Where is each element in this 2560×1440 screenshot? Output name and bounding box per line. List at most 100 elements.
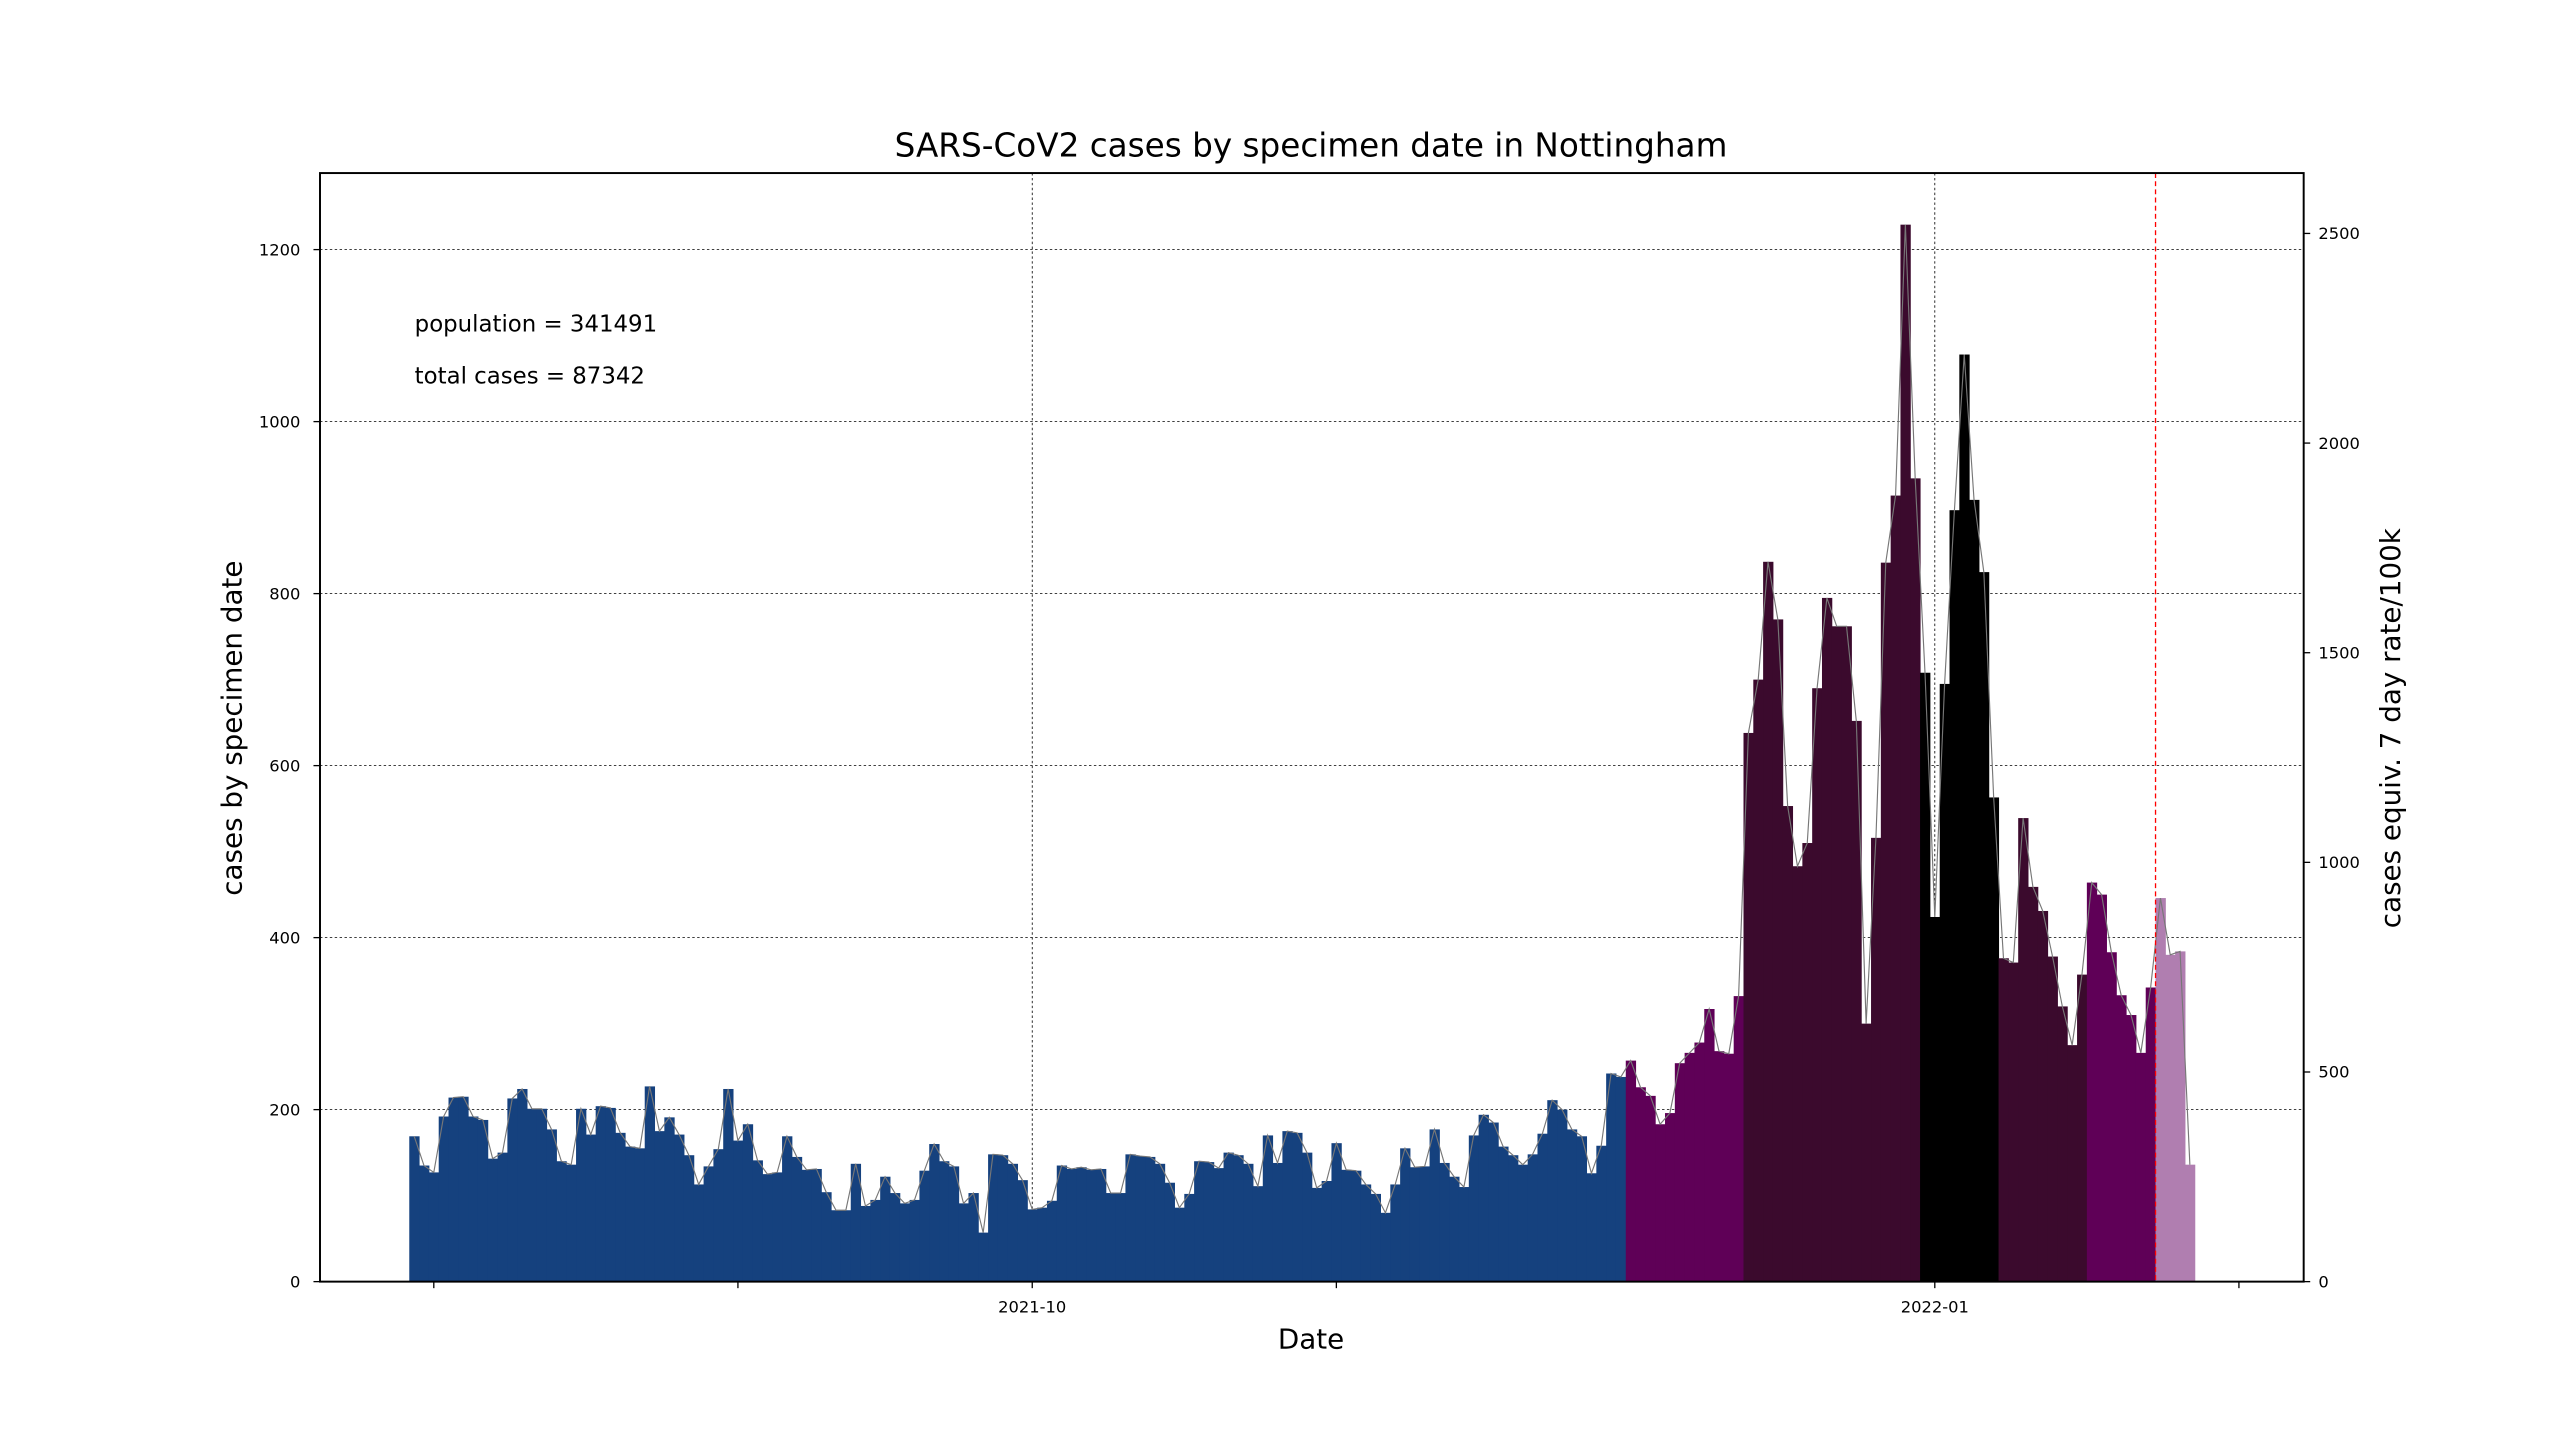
bar xyxy=(1292,1132,1303,1282)
bar xyxy=(1704,1009,1715,1282)
bar xyxy=(546,1129,557,1282)
bar xyxy=(1508,1155,1519,1282)
bar xyxy=(1145,1156,1156,1282)
bar xyxy=(1831,626,1843,1282)
bar xyxy=(1351,1170,1362,1282)
bar xyxy=(2008,962,2019,1282)
bar xyxy=(801,1169,812,1282)
bar xyxy=(791,1156,803,1282)
bar xyxy=(1017,1180,1028,1282)
bar xyxy=(1311,1187,1323,1282)
bar xyxy=(2057,1006,2068,1282)
bar xyxy=(1900,224,1911,1282)
bar xyxy=(1920,672,1931,1282)
bar xyxy=(674,1134,685,1282)
bar xyxy=(605,1107,616,1282)
y2-tick-label: 1500 xyxy=(2318,643,2360,662)
bar xyxy=(1302,1152,1313,1282)
bar xyxy=(664,1117,675,1282)
bar xyxy=(1527,1154,1538,1282)
bar xyxy=(1841,626,1852,1282)
bar xyxy=(2027,886,2039,1282)
bar xyxy=(1174,1207,1185,1282)
bar xyxy=(703,1166,714,1282)
bar xyxy=(1390,1184,1401,1282)
bar xyxy=(2018,818,2029,1282)
y2-tick-label: 1000 xyxy=(2318,853,2360,872)
chart-title: SARS-CoV2 cases by specimen date in Nott… xyxy=(895,127,1728,165)
bar xyxy=(1939,683,1951,1282)
bar xyxy=(1684,1052,1695,1282)
bar xyxy=(576,1108,587,1282)
bar xyxy=(566,1164,577,1282)
bar xyxy=(1449,1176,1460,1282)
bar xyxy=(1066,1168,1077,1282)
bar xyxy=(1046,1200,1058,1282)
bar xyxy=(988,1154,999,1282)
bar xyxy=(1782,806,1794,1282)
bar xyxy=(1105,1193,1117,1282)
x-tick-label: 2021-10 xyxy=(998,1298,1066,1317)
y2-tick-label: 2000 xyxy=(2318,434,2360,453)
bar xyxy=(1429,1129,1440,1282)
y2-tick-label: 0 xyxy=(2318,1272,2328,1291)
bar xyxy=(2106,952,2117,1282)
bar xyxy=(1360,1184,1372,1282)
y-tick-label: 200 xyxy=(269,1100,300,1119)
bar xyxy=(840,1210,852,1282)
bar xyxy=(2145,987,2157,1282)
bar xyxy=(880,1176,891,1282)
bar xyxy=(1890,495,1901,1282)
bar xyxy=(1233,1155,1244,1282)
bar xyxy=(2155,898,2166,1282)
y-tick-label: 1200 xyxy=(259,240,301,259)
bar xyxy=(1478,1114,1489,1282)
bar xyxy=(772,1172,783,1282)
bar xyxy=(654,1131,665,1282)
bar xyxy=(458,1096,469,1282)
bar xyxy=(615,1132,626,1282)
bar xyxy=(595,1106,606,1282)
bar xyxy=(1576,1136,1588,1282)
bar xyxy=(1213,1168,1225,1282)
bar xyxy=(1694,1042,1705,1282)
bar xyxy=(1007,1163,1019,1282)
x-axis-label: Date xyxy=(1278,1323,1344,1356)
bar xyxy=(1086,1169,1097,1282)
bar xyxy=(1282,1131,1293,1282)
bar xyxy=(644,1086,656,1282)
y2-tick-label: 500 xyxy=(2318,1063,2349,1082)
annotation: population = 341491 xyxy=(415,311,657,337)
bar xyxy=(625,1146,636,1282)
bar xyxy=(762,1174,773,1282)
bar xyxy=(2135,1052,2147,1282)
bar xyxy=(742,1124,754,1282)
bar xyxy=(1871,837,1882,1282)
bar xyxy=(419,1165,430,1282)
bar xyxy=(1615,1076,1627,1282)
bar xyxy=(1380,1212,1391,1282)
bar xyxy=(1596,1145,1607,1282)
bar xyxy=(1409,1167,1421,1282)
bar xyxy=(752,1160,763,1282)
bar xyxy=(428,1172,440,1282)
annotation: total cases = 87342 xyxy=(415,364,645,390)
y2-tick-label: 2500 xyxy=(2318,224,2360,243)
bar xyxy=(585,1134,597,1282)
bar xyxy=(1341,1169,1352,1282)
bar xyxy=(1331,1143,1342,1282)
bar xyxy=(1557,1109,1568,1282)
bar xyxy=(1753,679,1764,1282)
bar xyxy=(2116,995,2127,1282)
bar xyxy=(909,1199,920,1282)
bar xyxy=(968,1193,979,1282)
bar xyxy=(693,1184,705,1282)
bar xyxy=(1812,688,1823,1282)
bar xyxy=(1861,1023,1872,1282)
bar xyxy=(1665,1113,1676,1282)
bar xyxy=(1203,1162,1215,1282)
bar xyxy=(1243,1163,1254,1282)
bar xyxy=(978,1232,989,1282)
bar xyxy=(1076,1167,1087,1282)
